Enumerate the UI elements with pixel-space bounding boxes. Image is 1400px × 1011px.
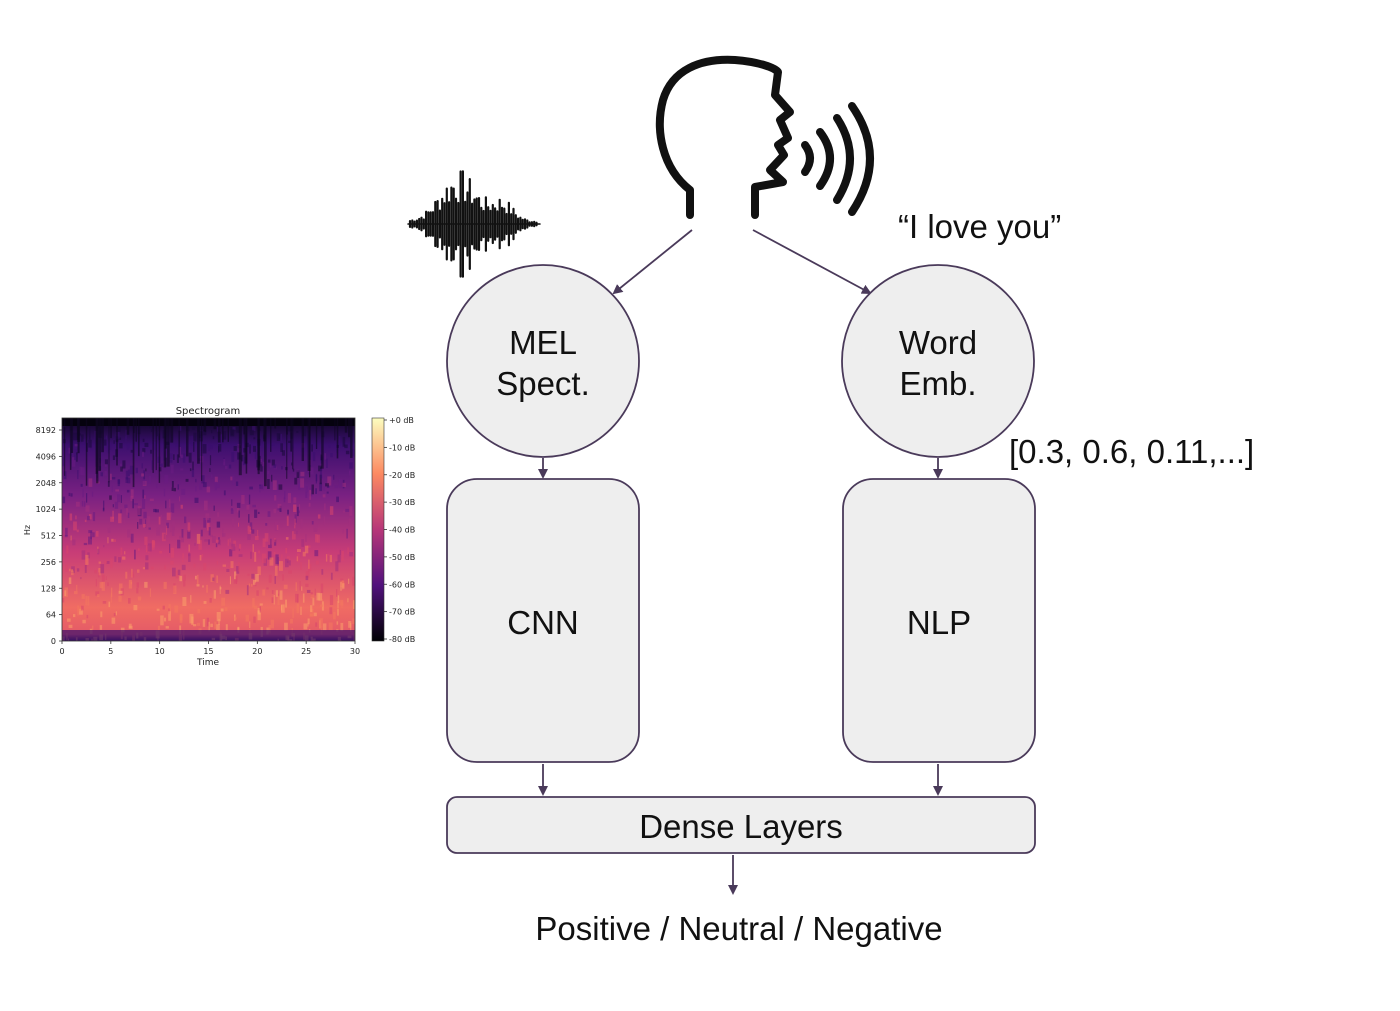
spectrogram-x-tick: 5: [108, 647, 113, 656]
spectrogram-x-tick: 20: [252, 647, 262, 656]
spectrogram-x-tick: 0: [59, 647, 64, 656]
spectrogram-y-tick: 2048: [36, 479, 56, 488]
sound-waves-icon: [801, 102, 874, 216]
embedding-example: [0.3, 0.6, 0.11,...]: [1009, 433, 1254, 470]
arrow-head-to-word: [752, 229, 872, 294]
colorbar-tick: -40 dB: [389, 526, 415, 535]
speaking-head-icon: [655, 55, 794, 219]
word-node-label-line1: Word: [899, 324, 977, 361]
colorbar-tick: -50 dB: [389, 553, 415, 562]
spectrogram-x-tick: 10: [155, 647, 165, 656]
nlp-node-label: NLP: [907, 604, 971, 641]
word-node-label-line2: Emb.: [899, 365, 976, 402]
spectrogram-y-tick: 0: [51, 637, 56, 646]
word-embedding-node: [841, 264, 1035, 458]
output-label: Positive / Neutral / Negative: [535, 910, 942, 947]
spectrogram-title: Spectrogram: [176, 406, 241, 417]
spectrogram-x-tick: 25: [301, 647, 311, 656]
spectrogram-y-tick: 1024: [36, 505, 56, 514]
colorbar-tick: -70 dB: [389, 608, 415, 617]
spectrogram-x-tick: 30: [350, 647, 360, 656]
spectrogram-colorbar: [371, 417, 385, 642]
colorbar-tick: -80 dB: [389, 635, 415, 644]
mel-node-label-line1: MEL: [509, 324, 577, 361]
spectrogram-x-tick: 15: [203, 647, 213, 656]
spectrogram-y-tick: 256: [41, 558, 56, 567]
spectrogram-y-tick: 128: [41, 584, 56, 593]
colorbar-tick: -20 dB: [389, 471, 415, 480]
cnn-node: [446, 478, 640, 763]
speech-text: “I love you”: [898, 208, 1061, 245]
arrow-head-to-mel: [612, 229, 693, 295]
mel-spectrogram-node: [446, 264, 640, 458]
colorbar-tick: -30 dB: [389, 498, 415, 507]
spectrogram-figure: Spectrogram 0 64 128 256 512 1024 2048 4096 8192…: [23, 406, 415, 668]
colorbar-tick: +0 dB: [389, 416, 414, 425]
spectrogram-y-tick: 8192: [36, 426, 56, 435]
spectrogram-ylabel: Hz: [23, 525, 32, 535]
colorbar-tick: -60 dB: [389, 580, 415, 589]
spectrogram-y-tick: 64: [46, 611, 56, 620]
audio-waveform-icon: [407, 170, 541, 278]
spectrogram-xlabel: Time: [196, 658, 219, 668]
nlp-node: [842, 478, 1036, 763]
spectrogram-y-tick: 4096: [36, 452, 56, 461]
mel-node-label-line2: Spect.: [496, 365, 590, 402]
dense-layers-label: Dense Layers: [639, 808, 843, 845]
colorbar-tick: -10 dB: [389, 443, 415, 452]
dense-layers-node: [446, 796, 1036, 854]
spectrogram-y-tick: 512: [41, 532, 56, 541]
cnn-node-label: CNN: [507, 604, 579, 641]
